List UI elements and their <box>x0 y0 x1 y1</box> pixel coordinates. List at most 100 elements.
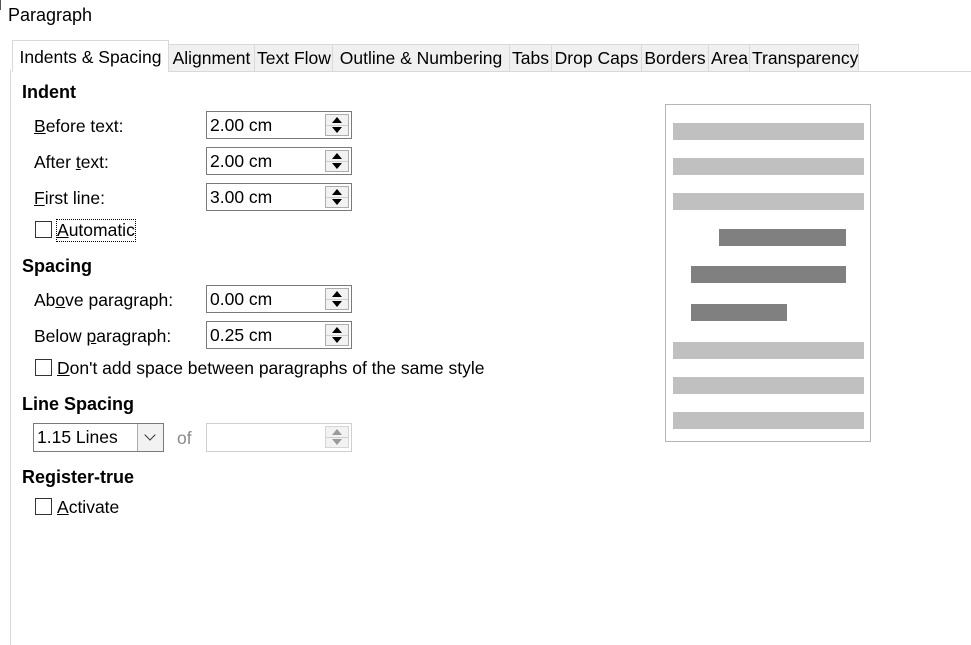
arrow-up-icon <box>332 429 342 435</box>
line-spacing-of-spinbox <box>206 423 352 452</box>
first-line-hotkey: F <box>34 188 45 208</box>
line-spacing-selected-value[interactable]: 1.15 Lines <box>37 427 118 447</box>
arrow-down-icon <box>332 127 342 133</box>
preview-line-current <box>691 304 787 321</box>
tab-transparency[interactable]: Transparency <box>749 44 859 71</box>
preview-line-current <box>691 266 846 283</box>
activate-checkbox[interactable] <box>35 498 52 515</box>
tab-strip-baseline <box>12 71 971 72</box>
preview-line-following <box>673 412 864 429</box>
preview-line-previous <box>673 158 864 175</box>
before-text-label-rest: efore text: <box>45 116 124 136</box>
tab-borders[interactable]: Borders <box>641 44 709 71</box>
arrow-down-icon <box>332 163 342 169</box>
spacing-section-title: Spacing <box>22 256 93 276</box>
before-text-hotkey: B <box>34 116 46 136</box>
first-line-spinbox[interactable]: 3.00 cm <box>206 183 352 211</box>
automatic-hotkey: A <box>57 220 69 240</box>
after-text-spinbox[interactable]: 2.00 cm <box>206 147 352 175</box>
after-text-value[interactable]: 2.00 cm <box>210 151 273 171</box>
before-text-increment-button[interactable] <box>326 115 348 126</box>
below-paragraph-increment-button[interactable] <box>326 325 348 336</box>
after-text-increment-button[interactable] <box>326 151 348 162</box>
automatic-label-rest: utomatic <box>68 220 135 240</box>
chevron-down-icon <box>144 429 156 441</box>
above-paragraph-hotkey: o <box>55 290 66 310</box>
above-paragraph-increment-button[interactable] <box>326 289 348 300</box>
arrow-up-icon <box>332 153 342 159</box>
preview-line-following <box>673 377 864 394</box>
arrow-down-icon <box>332 337 342 343</box>
arrow-down-icon <box>332 439 342 445</box>
line-spacing-select[interactable]: 1.15 Lines <box>33 423 164 452</box>
above-paragraph-label-rest: ve paragraph: <box>65 290 174 310</box>
tab-strip: Indents & Spacing Alignment Text Flow Ou… <box>12 40 971 72</box>
below-paragraph-label: Below paragraph: <box>34 326 171 347</box>
after-text-label-rest: ext: <box>80 152 109 172</box>
arrow-down-icon <box>332 301 342 307</box>
first-line-value[interactable]: 3.00 cm <box>210 187 273 207</box>
after-text-spin-buttons <box>325 150 349 172</box>
before-text-decrement-button[interactable] <box>326 125 348 135</box>
tab-outline-numbering[interactable]: Outline & Numbering <box>332 44 510 71</box>
first-line-decrement-button[interactable] <box>326 197 348 207</box>
line-spacing-of-label: of <box>177 428 192 448</box>
below-paragraph-hotkey: p <box>86 326 97 346</box>
preview-line-previous <box>673 123 864 140</box>
activate-hotkey: A <box>57 497 69 517</box>
first-line-increment-button[interactable] <box>326 187 348 198</box>
tab-area[interactable]: Area <box>708 44 750 71</box>
below-paragraph-spinbox[interactable]: 0.25 cm <box>206 321 352 349</box>
after-text-label: After text: <box>34 152 109 173</box>
tab-drop-caps[interactable]: Drop Caps <box>551 44 642 71</box>
dont-add-space-hotkey: D <box>57 358 70 378</box>
above-paragraph-value[interactable]: 0.00 cm <box>210 289 273 309</box>
line-spacing-of-increment-button <box>326 427 348 438</box>
arrow-up-icon <box>332 117 342 123</box>
dont-add-space-label[interactable]: Don't add space between paragraphs of th… <box>57 358 485 379</box>
below-paragraph-value[interactable]: 0.25 cm <box>210 325 273 345</box>
below-paragraph-label-pre: Below <box>34 326 87 346</box>
dont-add-space-checkbox[interactable] <box>35 359 52 376</box>
above-paragraph-label-pre: Ab <box>34 290 56 310</box>
before-text-spinbox[interactable]: 2.00 cm <box>206 111 352 139</box>
above-paragraph-spinbox[interactable]: 0.00 cm <box>206 285 352 313</box>
panel-left-border <box>10 70 11 645</box>
after-text-hotkey: t <box>75 152 81 172</box>
arrow-up-icon <box>332 291 342 297</box>
line-spacing-dropdown-button[interactable] <box>137 424 163 451</box>
first-line-label-rest: irst line: <box>44 188 105 208</box>
below-paragraph-spin-buttons <box>325 324 349 346</box>
after-text-label-pre: After <box>34 152 76 172</box>
indent-section-title: Indent <box>22 82 76 102</box>
first-line-label: First line: <box>34 188 105 209</box>
above-paragraph-decrement-button[interactable] <box>326 299 348 309</box>
preview-line-previous <box>673 193 864 210</box>
line-spacing-of-decrement-button <box>326 437 348 447</box>
tab-tabs[interactable]: Tabs <box>509 44 552 71</box>
line-spacing-of-spin-buttons <box>325 426 349 448</box>
tab-alignment[interactable]: Alignment <box>168 44 255 71</box>
automatic-label[interactable]: Automatic <box>56 219 136 242</box>
preview-line-current <box>719 229 846 246</box>
tab-indents-spacing[interactable]: Indents & Spacing <box>12 40 169 72</box>
below-paragraph-label-rest: aragraph: <box>96 326 172 346</box>
preview-line-following <box>673 342 864 359</box>
arrow-up-icon <box>332 189 342 195</box>
above-paragraph-label: Above paragraph: <box>34 290 173 311</box>
tab-text-flow[interactable]: Text Flow <box>254 44 333 71</box>
below-paragraph-decrement-button[interactable] <box>326 335 348 345</box>
after-text-decrement-button[interactable] <box>326 161 348 171</box>
before-text-value[interactable]: 2.00 cm <box>210 115 273 135</box>
arrow-down-icon <box>332 199 342 205</box>
before-text-label: Before text: <box>34 116 124 137</box>
dialog-title-bar: Paragraph <box>0 0 971 32</box>
dialog-title: Paragraph <box>8 5 93 25</box>
register-true-section-title: Register-true <box>22 467 135 487</box>
above-paragraph-spin-buttons <box>325 288 349 310</box>
dont-add-space-label-rest: on't add space between paragraphs of the… <box>69 358 485 378</box>
window-edge <box>0 0 4 10</box>
activate-label[interactable]: Activate <box>57 497 119 518</box>
before-text-spin-buttons <box>325 114 349 136</box>
automatic-checkbox[interactable] <box>35 221 52 238</box>
